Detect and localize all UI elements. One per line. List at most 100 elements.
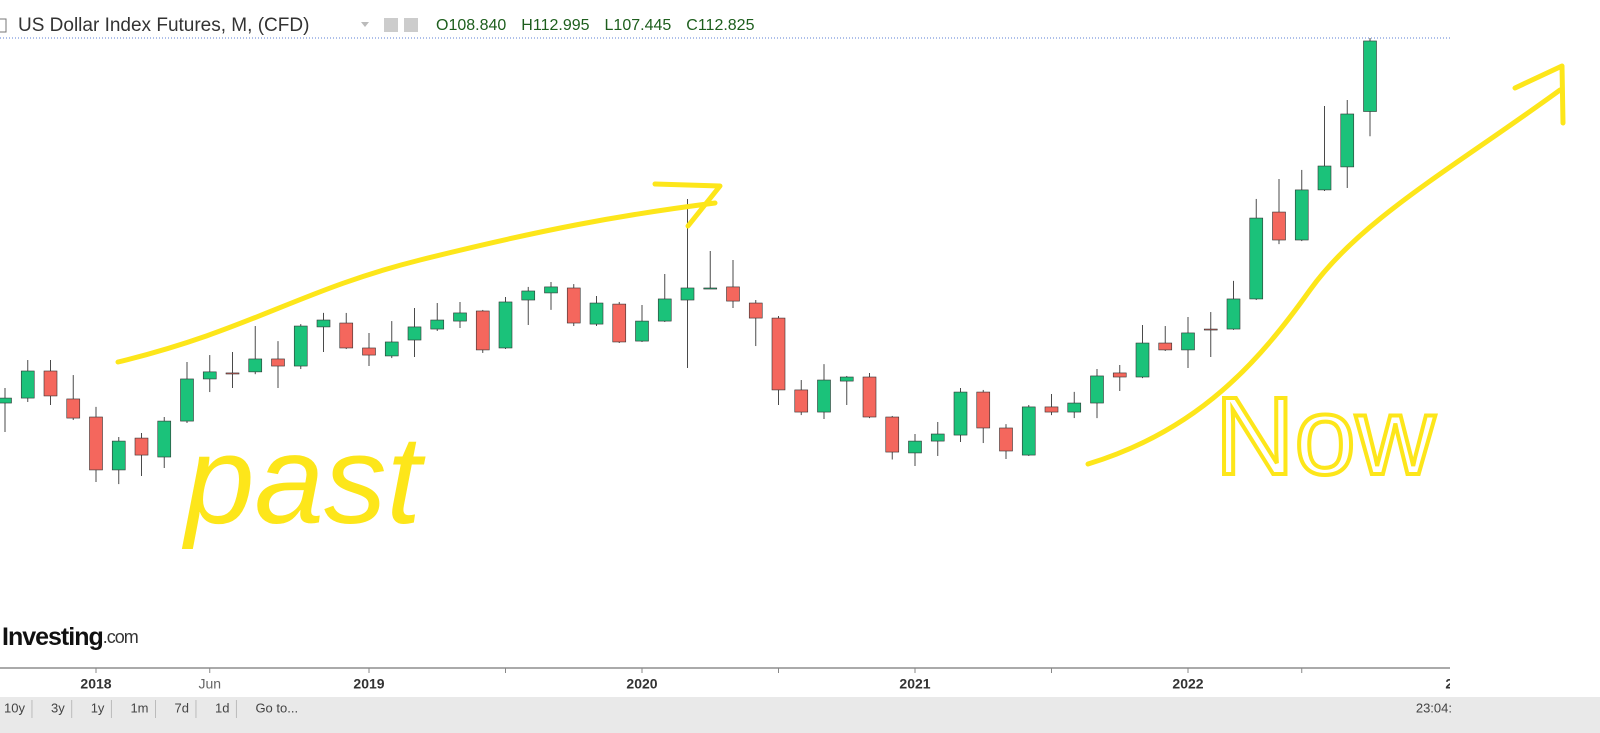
ohlc-prefix: O bbox=[436, 17, 448, 34]
candle-body bbox=[999, 427, 1013, 452]
candle-body bbox=[1272, 211, 1286, 241]
arrow-past-head bbox=[652, 181, 723, 229]
candle-body bbox=[908, 440, 922, 454]
candle-body bbox=[1044, 406, 1059, 413]
candle-body bbox=[817, 379, 831, 413]
candle-body bbox=[1249, 217, 1264, 300]
ohlc-field: O108.840 bbox=[436, 17, 506, 34]
logo: Investing.com bbox=[2, 623, 138, 651]
chart-title: US Dollar Index Futures, M, (CFD) bbox=[18, 15, 309, 36]
candle-body bbox=[1158, 342, 1173, 351]
ohlc-prefix: L bbox=[605, 17, 614, 34]
range-button[interactable]: 10y bbox=[4, 700, 25, 715]
candle-body bbox=[407, 326, 422, 341]
range-button[interactable]: 1y bbox=[91, 700, 105, 715]
candle-body bbox=[544, 286, 558, 294]
x-tick-label: 2022 bbox=[1172, 676, 1203, 692]
candle-body bbox=[703, 287, 718, 290]
collapse-icon[interactable] bbox=[0, 18, 7, 33]
candle-body bbox=[612, 303, 627, 343]
candle-body bbox=[20, 370, 35, 399]
x-tick-label: 2023 bbox=[1445, 676, 1476, 692]
candle-body bbox=[1112, 372, 1127, 378]
candle-body bbox=[1067, 402, 1082, 413]
candle-body bbox=[566, 287, 581, 324]
arrow-now-head bbox=[1512, 63, 1566, 126]
x-tick-label: 2020 bbox=[626, 676, 657, 692]
range-button[interactable]: 1m bbox=[130, 700, 148, 715]
eye-icon[interactable] bbox=[384, 18, 398, 32]
candle-body bbox=[43, 370, 58, 397]
candle-body bbox=[134, 437, 149, 456]
header-icons bbox=[361, 18, 418, 32]
candle-body bbox=[930, 433, 945, 442]
candle-body bbox=[1294, 189, 1309, 241]
candle-body bbox=[248, 358, 263, 373]
ohlc-header: O108.840 H112.995 L107.445 C112.825 bbox=[436, 17, 755, 34]
range-buttons: 10y 3y 1y 1m 7d 1d Go to... bbox=[4, 700, 298, 718]
candle-body bbox=[0, 397, 12, 404]
candle-body bbox=[1317, 165, 1332, 191]
ohlc-value: 112.825 bbox=[698, 17, 755, 34]
settings-icon[interactable] bbox=[404, 18, 418, 32]
candle-body bbox=[657, 298, 672, 322]
candle-body bbox=[1021, 406, 1036, 456]
candle-body bbox=[771, 317, 786, 391]
candle-body bbox=[680, 287, 695, 301]
candle-body bbox=[293, 325, 308, 367]
candle-body bbox=[316, 319, 331, 328]
candle-body bbox=[89, 416, 103, 471]
candle-body bbox=[953, 391, 968, 436]
candle-body bbox=[976, 391, 991, 429]
candle-body bbox=[521, 290, 536, 301]
ohlc-field: L107.445 bbox=[605, 17, 672, 34]
candle-body bbox=[202, 371, 217, 380]
candle-body bbox=[726, 286, 740, 302]
ohlc-prefix: C bbox=[686, 17, 698, 34]
candle-body bbox=[339, 322, 354, 349]
ohlc-prefix: H bbox=[521, 17, 533, 34]
candle-body bbox=[794, 389, 809, 413]
candle-body bbox=[748, 302, 763, 319]
ohlc-value: 112.995 bbox=[533, 17, 590, 34]
candle-body bbox=[111, 440, 126, 471]
logo-suffix: .com bbox=[103, 627, 138, 647]
ohlc-field: H112.995 bbox=[521, 17, 589, 34]
arrow-past bbox=[115, 200, 718, 365]
range-button[interactable]: 3y bbox=[51, 700, 65, 715]
logo-brand: Investing bbox=[2, 623, 103, 651]
candle-body bbox=[271, 358, 285, 367]
candle-body bbox=[1181, 332, 1195, 351]
ohlc-field: C112.825 bbox=[686, 17, 754, 34]
range-button[interactable]: 1d bbox=[215, 700, 229, 715]
toolbar bbox=[0, 697, 1600, 733]
candle-body bbox=[1203, 328, 1218, 331]
candle-body bbox=[475, 310, 490, 351]
candle-body bbox=[862, 376, 877, 418]
dropdown-arrow[interactable] bbox=[361, 22, 369, 27]
annotation-arrows bbox=[115, 63, 1566, 467]
clock: 23:04: bbox=[1416, 700, 1452, 715]
range-button[interactable]: Go to... bbox=[255, 700, 298, 715]
candle-body bbox=[885, 416, 900, 453]
candle-body bbox=[1135, 342, 1150, 378]
candle-body bbox=[180, 378, 194, 422]
candle-body bbox=[1090, 375, 1104, 404]
range-button[interactable]: 7d bbox=[175, 700, 189, 715]
x-tick-label: 2018 bbox=[80, 676, 111, 692]
x-tick-label: Jun bbox=[198, 676, 221, 692]
candle-body bbox=[1340, 113, 1355, 168]
candle-body bbox=[225, 372, 240, 375]
candle-body bbox=[1226, 298, 1241, 330]
candle-body bbox=[157, 420, 172, 458]
x-tick-label: 2019 bbox=[353, 676, 384, 692]
candle-body bbox=[453, 312, 467, 322]
ohlc-value: 107.445 bbox=[613, 17, 671, 34]
candle-body bbox=[66, 398, 81, 419]
annotation-past: past bbox=[181, 411, 427, 550]
x-tick-label: 2021 bbox=[899, 676, 930, 692]
candle-body bbox=[430, 319, 445, 330]
